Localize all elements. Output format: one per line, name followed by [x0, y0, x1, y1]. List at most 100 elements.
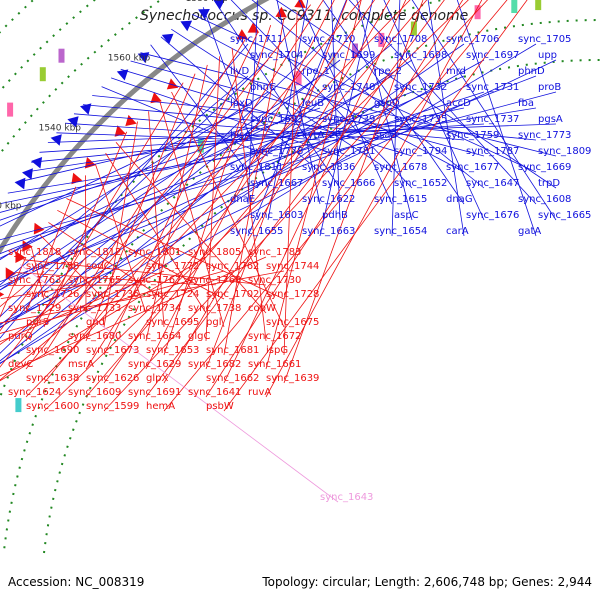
reverse-gene-leader — [25, 186, 77, 314]
forward-gene-leader — [150, 44, 249, 173]
track-block — [511, 0, 518, 13]
forward-gene-label: rpe_2 — [374, 66, 402, 77]
reverse-gene-leader — [145, 0, 335, 370]
forward-gene-label: sync_1787 — [466, 146, 519, 157]
forward-gene-label: sync_1732 — [394, 82, 447, 93]
forward-gene-leader — [383, 0, 485, 221]
reverse-gene-label: sync_1695 — [146, 317, 199, 328]
reverse-gene-leader — [163, 0, 508, 412]
forward-gene-label: sync_1663 — [302, 226, 355, 237]
genome-backbone — [0, 0, 270, 255]
track-block — [15, 398, 22, 413]
forward-gene-label: sync_1654 — [374, 226, 427, 237]
reverse-gene-leader — [85, 0, 324, 370]
gene-reverse-17 — [0, 292, 5, 297]
reverse-gene-label: sync_1673 — [86, 345, 139, 356]
forward-gene-leader — [0, 43, 393, 362]
reverse-gene-leader — [159, 101, 225, 328]
reverse-gene-label: sync_1736 — [86, 289, 139, 300]
reverse-gene-label: cobW — [248, 303, 276, 314]
accession-text: Accession: NC_008319 — [8, 575, 145, 589]
gene-reverse-20 — [15, 251, 26, 263]
forward-gene-label: rpe_1 — [302, 66, 330, 77]
reverse-gene-leader — [0, 284, 87, 299]
forward-gene-label: sync_1669 — [518, 162, 571, 173]
reverse-gene-leader — [0, 256, 27, 318]
forward-gene-leader — [427, 0, 465, 237]
forward-gene-label: sync_1731 — [466, 82, 519, 93]
reverse-gene-leader — [0, 256, 147, 381]
forward-gene-leader — [73, 113, 393, 141]
reverse-gene-label: sync_1726 — [26, 289, 79, 300]
track-block — [352, 43, 358, 58]
forward-gene-leader — [181, 21, 465, 173]
forward-gene-leader — [391, 0, 401, 237]
forward-gene-label: sync_1704 — [250, 50, 303, 61]
reverse-gene-label: glgC — [188, 331, 210, 342]
forward-gene-label: sync_1647 — [466, 178, 519, 189]
reverse-gene-label: sync_1672 — [248, 331, 301, 342]
forward-gene-label: dnaG — [446, 194, 473, 205]
reverse-gene-label: sync_1728 — [266, 289, 319, 300]
forward-gene-leader — [356, 0, 413, 221]
reverse-gene-leader — [0, 270, 105, 346]
gene-reverse-36 — [166, 78, 179, 90]
reverse-gene-label: sync_1768 — [188, 275, 241, 286]
reverse-gene-label: sync_1734 — [128, 303, 181, 314]
forward-gene-label: lpxD — [230, 98, 253, 109]
forward-gene-leader — [348, 0, 537, 205]
reverse-gene-label: sync_1641 — [188, 387, 241, 398]
forward-gene-label: upp — [538, 50, 557, 61]
gene-forward-40 — [213, 0, 225, 10]
forward-gene-leader — [267, 0, 309, 221]
gene-forward-38 — [180, 20, 193, 32]
forward-gene-leader — [0, 91, 413, 255]
tick-label: 1520 kbp — [0, 201, 22, 211]
reverse-gene-leader — [265, 0, 362, 370]
forward-gene-label: sync_1778 — [250, 146, 303, 157]
forward-gene-label: sync_1705 — [518, 34, 571, 45]
forward-gene-leader — [213, 0, 341, 189]
reverse-gene-label: sync_1691 — [128, 387, 181, 398]
reverse-gene-label: sync_1733 — [68, 303, 121, 314]
reverse-gene-label: sync_1801 — [128, 247, 181, 258]
forward-gene-label: sync_1711 — [230, 34, 283, 45]
reverse-gene-leader — [0, 270, 225, 334]
highlight-gene-leader — [20, 264, 339, 503]
reverse-gene-leader — [145, 0, 445, 398]
forward-gene-label: accD — [446, 98, 471, 109]
reverse-gene-label: sync_1680 — [68, 331, 121, 342]
forward-gene-label: sync_1667 — [250, 178, 303, 189]
forward-gene-leader — [23, 123, 341, 173]
reverse-gene-label: sync_1702 — [206, 289, 259, 300]
reverse-gene-label: sync_1783 — [248, 247, 301, 258]
forward-gene-leader — [411, 0, 557, 221]
highlight-gene-label: sync_1643 — [320, 492, 373, 503]
gene-forward-30 — [80, 103, 92, 115]
forward-gene-label: ilvD — [230, 66, 249, 77]
gene-forward-35 — [137, 52, 150, 64]
reverse-gene-label: sync_1653 — [146, 345, 199, 356]
reverse-gene-leader — [231, 48, 267, 342]
reverse-gene-leader — [148, 111, 165, 328]
gene-reverse-41 — [236, 29, 249, 40]
forward-gene-label: mrd — [446, 66, 466, 77]
forward-gene-label: trpD — [538, 178, 560, 189]
forward-gene-leader — [456, 0, 537, 237]
forward-gene-leader — [0, 91, 557, 241]
forward-gene-label: phnC — [250, 82, 276, 93]
reverse-gene-leader — [39, 234, 105, 300]
reverse-gene-leader — [265, 0, 483, 398]
forward-gene-leader — [0, 91, 485, 248]
forward-gene-leader — [319, 0, 373, 237]
forward-gene-label: leuB — [302, 98, 324, 109]
forward-gene-label: gspO — [374, 98, 400, 109]
reverse-gene-leader — [223, 17, 285, 356]
tick-label: 1580 kbp — [186, 0, 229, 4]
reverse-gene-label: sync_1639 — [266, 373, 319, 384]
tick-label: 1560 kbp — [108, 54, 151, 64]
forward-gene-label: sync_1811 — [230, 162, 283, 173]
track-block — [410, 21, 417, 36]
forward-gene-leader — [82, 104, 465, 141]
